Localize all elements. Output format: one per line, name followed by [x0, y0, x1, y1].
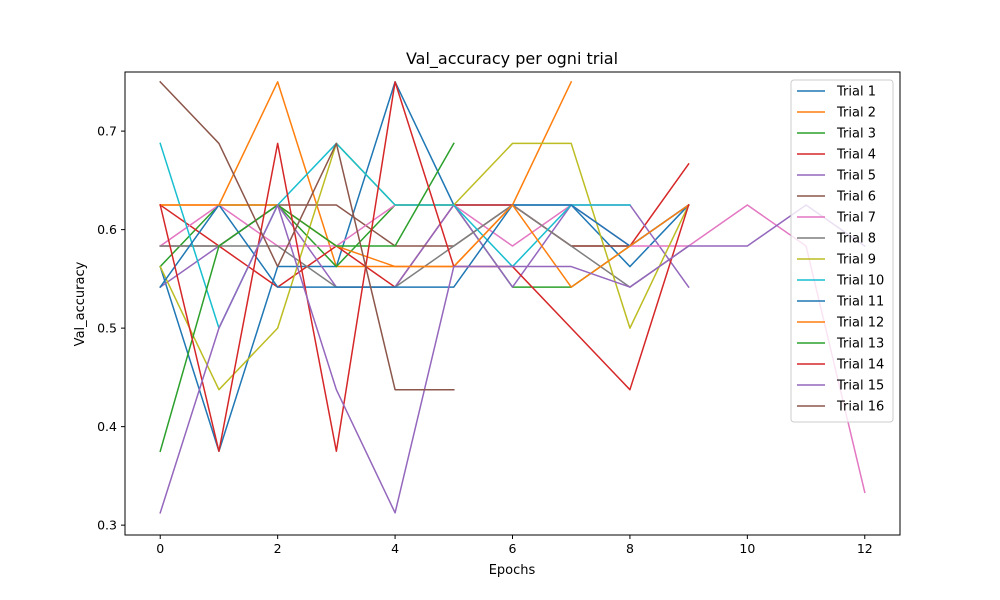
- y-tick-label: 0.4: [97, 419, 117, 434]
- x-tick-label: 6: [509, 541, 517, 556]
- x-axis-label: Epochs: [489, 563, 536, 578]
- x-axis-ticks: 0 2 4 6 8 10 12: [156, 535, 873, 556]
- legend-box: [790, 79, 894, 423]
- x-tick-label: 8: [626, 541, 634, 556]
- legend-entry-label: Trial 2: [836, 106, 876, 121]
- series-line-trial-4: [159, 162, 690, 288]
- series-layer: [159, 80, 866, 514]
- legend-entry-label: Trial 8: [836, 232, 876, 247]
- legend-entry-label: Trial 13: [836, 337, 884, 352]
- legend-entry-label: Trial 9: [836, 253, 876, 268]
- series-line-trial-11: [159, 203, 690, 289]
- legend-entry-label: Trial 6: [836, 190, 876, 205]
- series-line-trial-7: [159, 204, 866, 494]
- y-tick-label: 0.6: [97, 222, 117, 237]
- legend-entry-label: Trial 15: [836, 379, 884, 394]
- legend-entry-label: Trial 10: [836, 274, 884, 289]
- series-line-trial-14: [159, 81, 690, 453]
- x-tick-label: 2: [274, 541, 282, 556]
- legend-entry-label: Trial 11: [836, 295, 884, 310]
- y-tick-label: 0.7: [97, 124, 117, 139]
- series-line-trial-6: [159, 203, 690, 247]
- legend-entry-label: Trial 7: [836, 211, 876, 226]
- chart-title: Val_accuracy per ogni trial: [406, 49, 618, 69]
- legend-entry-label: Trial 1: [836, 85, 876, 100]
- legend: Trial 1 Trial 2 Trial 3 Trial 4 Trial 5 Trial…: [790, 79, 894, 423]
- legend-entry-label: Trial 3: [836, 127, 876, 142]
- legend-entry-label: Trial 5: [836, 169, 876, 184]
- plot-frame: [124, 71, 901, 536]
- series-line-trial-13: [159, 142, 455, 453]
- x-tick-label: 10: [739, 541, 755, 556]
- legend-entry-label: Trial 16: [836, 400, 884, 415]
- y-axis-label: Val_accuracy: [73, 261, 88, 346]
- x-tick-label: 4: [391, 541, 399, 556]
- x-tick-label: 0: [156, 541, 164, 556]
- y-tick-label: 0.5: [97, 321, 117, 336]
- x-tick-label: 12: [857, 541, 873, 556]
- series-line-trial-15: [159, 204, 866, 514]
- legend-entry-label: Trial 4: [836, 148, 876, 163]
- series-line-trial-10: [159, 142, 631, 329]
- legend-entry-label: Trial 14: [836, 358, 884, 373]
- y-axis-ticks: 0.3 0.4 0.5 0.6 0.7: [97, 124, 125, 533]
- legend-entry-label: Trial 12: [836, 316, 884, 331]
- series-line-trial-16: [159, 80, 455, 391]
- y-tick-label: 0.3: [97, 518, 117, 533]
